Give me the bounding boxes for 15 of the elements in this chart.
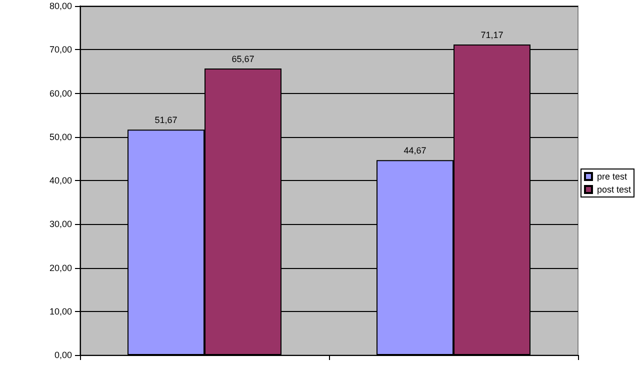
- y-tick-label: 0,00: [54, 350, 72, 360]
- y-tick-label: 70,00: [49, 44, 72, 55]
- legend-label: pre test: [596, 172, 628, 182]
- y-tick-label: 80,00: [49, 1, 72, 11]
- y-tick-label: 30,00: [49, 219, 72, 230]
- data-label: 51,67: [154, 115, 178, 126]
- data-label: 71,17: [480, 30, 504, 40]
- data-label: 44,67: [404, 146, 426, 156]
- y-tick-label: 20,00: [49, 262, 72, 273]
- y-tick-label: 60,00: [49, 88, 72, 98]
- y-tick-label: 40,00: [49, 176, 72, 186]
- y-tick-label: 10,00: [49, 306, 72, 316]
- y-tick-label: 50,00: [49, 132, 72, 142]
- legend-label: post test: [596, 184, 632, 194]
- data-label: 65,67: [232, 54, 254, 64]
